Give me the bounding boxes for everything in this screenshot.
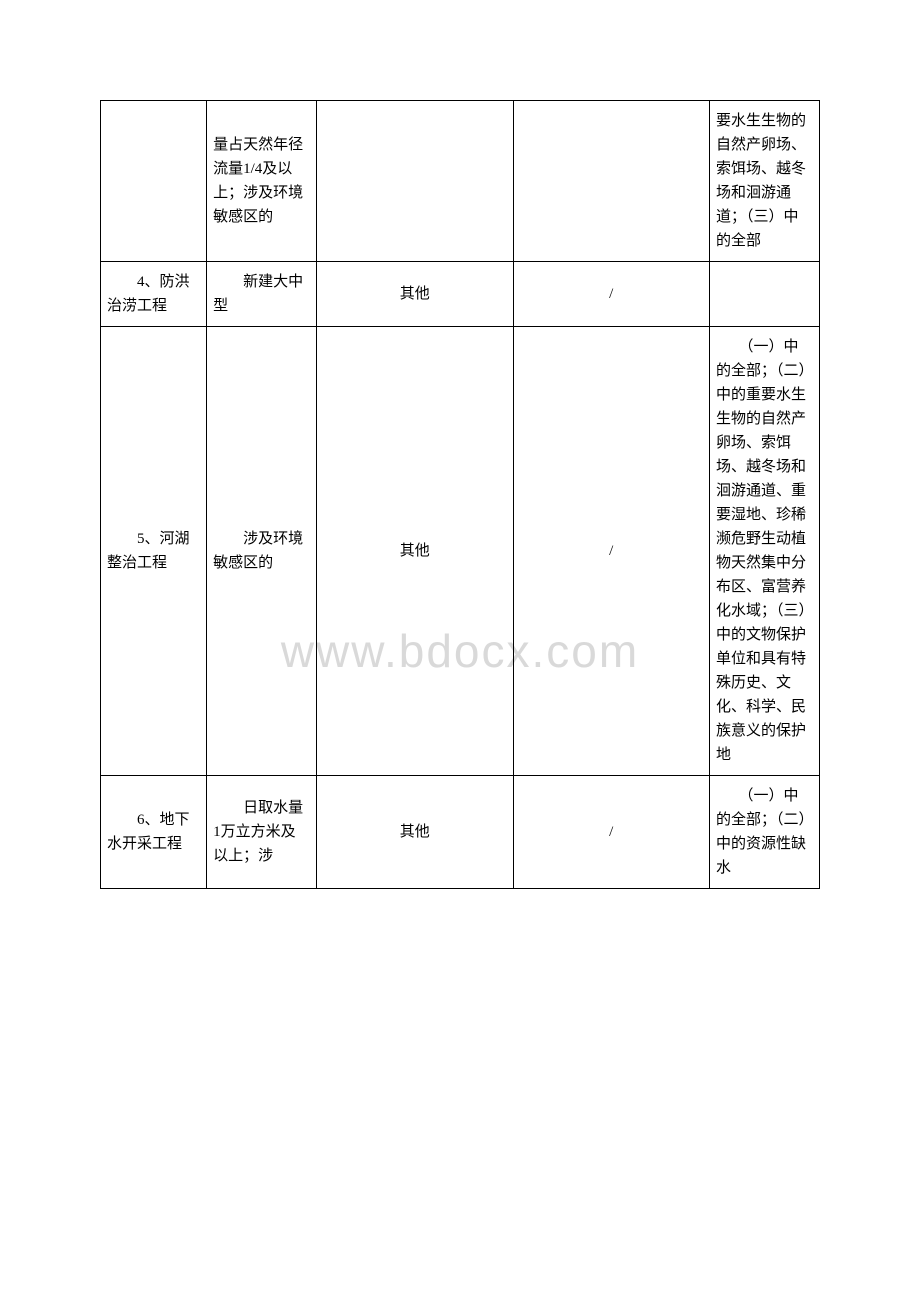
cell-col2: 日取水量1万立方米及以上；涉	[207, 776, 317, 889]
table-row: 6、地下水开采工程 日取水量1万立方米及以上；涉 其他 / （一）中的全部；（二…	[101, 776, 820, 889]
table-body: 量占天然年径流量1/4及以上；涉及环境敏感区的 要水生生物的自然产卵场、索饵场、…	[101, 101, 820, 889]
cell-col3: 其他	[317, 327, 513, 776]
cell-col3: 其他	[317, 262, 513, 327]
cell-col5: （一）中的全部；（二）中的资源性缺水	[709, 776, 819, 889]
cell-col5: （一）中的全部；（二）中的重要水生生物的自然产卵场、索饵场、越冬场和洄游通道、重…	[709, 327, 819, 776]
cell-col5: 要水生生物的自然产卵场、索饵场、越冬场和洄游通道；（三）中的全部	[709, 101, 819, 262]
cell-col2: 新建大中型	[207, 262, 317, 327]
cell-col1: 6、地下水开采工程	[101, 776, 207, 889]
cell-col4: /	[513, 776, 709, 889]
cell-col2: 涉及环境敏感区的	[207, 327, 317, 776]
cell-col3	[317, 101, 513, 262]
table-row: 5、河湖整治工程 涉及环境敏感区的 其他 / （一）中的全部；（二）中的重要水生…	[101, 327, 820, 776]
cell-col1	[101, 101, 207, 262]
cell-col1: 5、河湖整治工程	[101, 327, 207, 776]
table-row: 4、防洪治涝工程 新建大中型 其他 /	[101, 262, 820, 327]
cell-col4: /	[513, 327, 709, 776]
cell-col5	[709, 262, 819, 327]
cell-col4	[513, 101, 709, 262]
cell-col4: /	[513, 262, 709, 327]
document-table: 量占天然年径流量1/4及以上；涉及环境敏感区的 要水生生物的自然产卵场、索饵场、…	[100, 100, 820, 889]
cell-col1: 4、防洪治涝工程	[101, 262, 207, 327]
table-row: 量占天然年径流量1/4及以上；涉及环境敏感区的 要水生生物的自然产卵场、索饵场、…	[101, 101, 820, 262]
cell-col2: 量占天然年径流量1/4及以上；涉及环境敏感区的	[207, 101, 317, 262]
cell-col3: 其他	[317, 776, 513, 889]
